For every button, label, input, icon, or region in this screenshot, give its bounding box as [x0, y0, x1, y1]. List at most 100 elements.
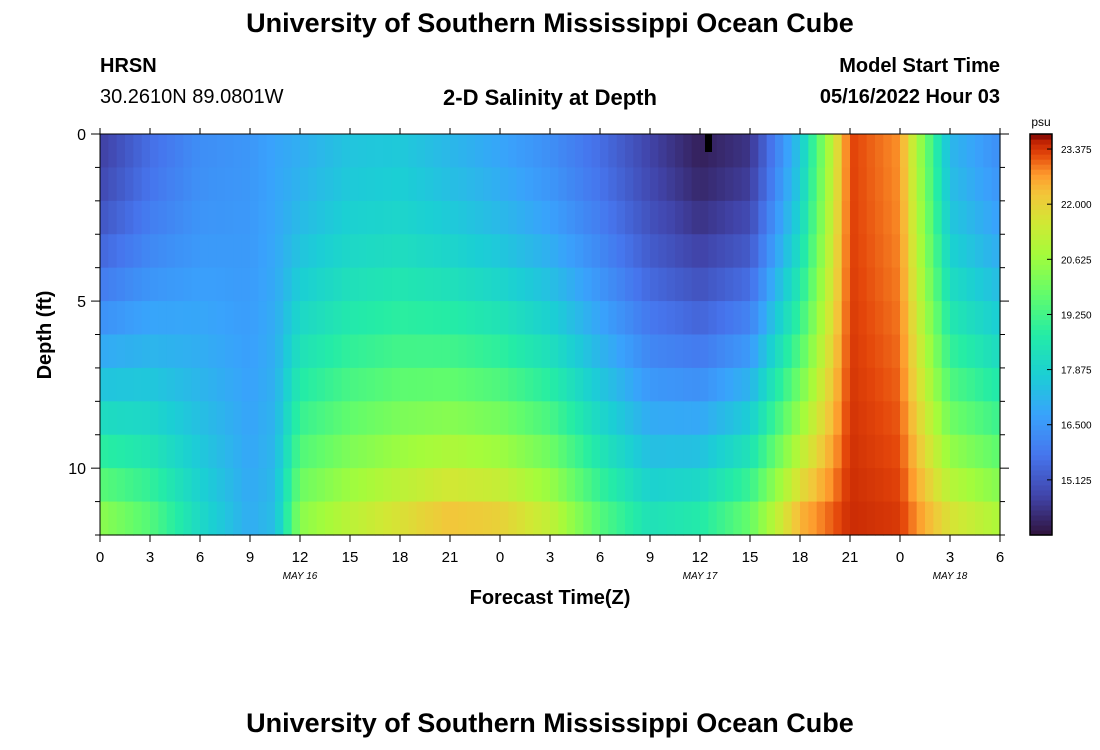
heatmap-cell	[391, 167, 401, 202]
heatmap-cell	[150, 501, 159, 536]
heatmap-cell	[225, 401, 234, 436]
heatmap-cell	[400, 367, 409, 402]
heatmap-cell	[341, 301, 351, 336]
colorbar-segment	[1030, 499, 1052, 506]
heatmap-cell	[441, 401, 451, 436]
heatmap-cell	[966, 501, 976, 536]
heatmap-cell	[308, 234, 318, 269]
heatmap-cell	[891, 134, 901, 169]
heatmap-cell	[841, 468, 851, 503]
heatmap-cell	[900, 434, 909, 469]
heatmap-cell	[258, 334, 268, 369]
heatmap-cell	[816, 434, 826, 469]
heatmap-cell	[766, 468, 776, 503]
heatmap-cell	[975, 167, 984, 202]
heatmap-cell	[866, 267, 876, 302]
heatmap-cell	[491, 468, 501, 503]
colorbar-tick-label: 23.375	[1061, 145, 1092, 156]
heatmap-cell	[483, 234, 493, 269]
heatmap-cell	[883, 334, 893, 369]
heatmap-cell	[733, 501, 743, 536]
heatmap-cell	[716, 267, 726, 302]
heatmap-cell	[275, 267, 284, 302]
heatmap-cell	[791, 167, 801, 202]
heatmap-cell	[141, 200, 151, 235]
heatmap-cell	[733, 334, 743, 369]
heatmap-cell	[958, 434, 968, 469]
heatmap-cell	[275, 367, 284, 402]
heatmap-cell	[558, 434, 568, 469]
heatmap-cell	[158, 267, 168, 302]
heatmap-cell	[258, 267, 268, 302]
heatmap-cell	[183, 367, 193, 402]
heatmap-cell	[816, 334, 826, 369]
heatmap-cell	[433, 234, 443, 269]
colorbar-segment	[1030, 439, 1052, 446]
heatmap-cell	[208, 334, 218, 369]
heatmap-cell	[208, 301, 218, 336]
heatmap-cell	[541, 200, 551, 235]
heatmap-cell	[125, 134, 134, 169]
heatmap-cell	[308, 434, 318, 469]
heatmap-cell	[683, 200, 693, 235]
colorbar-segment	[1030, 394, 1052, 401]
heatmap-cell	[575, 434, 584, 469]
heatmap-cell	[958, 367, 968, 402]
heatmap-cell	[550, 301, 559, 336]
heatmap-cell	[250, 468, 259, 503]
heatmap-cell	[450, 234, 459, 269]
heatmap-cell	[616, 367, 626, 402]
heatmap-cell	[416, 434, 426, 469]
heatmap-cell	[491, 401, 501, 436]
colorbar-segment	[1030, 254, 1052, 260]
heatmap-cell	[341, 200, 351, 235]
heatmap-cell	[208, 200, 218, 235]
heatmap-cell	[116, 401, 126, 436]
heatmap-cell	[158, 468, 168, 503]
heatmap-cell	[341, 367, 351, 402]
heatmap-cell	[725, 468, 734, 503]
heatmap-cell	[325, 167, 334, 202]
heatmap-cell	[783, 234, 793, 269]
heatmap-cell	[658, 468, 668, 503]
heatmap-cell	[383, 468, 393, 503]
heatmap-cell	[375, 200, 384, 235]
heatmap-cell	[233, 200, 243, 235]
heatmap-cell	[658, 301, 668, 336]
heatmap-cell	[941, 301, 951, 336]
heatmap-cell	[316, 267, 326, 302]
heatmap-cell	[558, 167, 568, 202]
heatmap-cell	[233, 134, 243, 169]
heatmap-cell	[300, 501, 309, 536]
heatmap-cell	[933, 234, 943, 269]
heatmap-cell	[525, 334, 534, 369]
heatmap-cell	[966, 301, 976, 336]
heatmap-cell	[100, 334, 109, 369]
heatmap-cell	[608, 301, 618, 336]
heatmap-cell	[425, 334, 434, 369]
heatmap-cell	[216, 434, 226, 469]
heatmap-cell	[983, 468, 993, 503]
colorbar-segment	[1030, 489, 1052, 496]
heatmap-cell	[316, 234, 326, 269]
heatmap-cell	[266, 401, 276, 436]
heatmap-cell	[250, 301, 259, 336]
heatmap-cell	[775, 434, 784, 469]
heatmap-cell	[283, 167, 293, 202]
heatmap-cell	[250, 401, 259, 436]
heatmap-cell	[133, 501, 143, 536]
heatmap-cell	[308, 367, 318, 402]
colorbar-segment	[1030, 164, 1052, 170]
heatmap-cell	[941, 234, 951, 269]
heatmap-cell	[566, 134, 576, 169]
heatmap-cell	[341, 468, 351, 503]
heatmap-cell	[900, 334, 909, 369]
heatmap-cell	[875, 301, 884, 336]
heatmap-cell	[458, 134, 468, 169]
heatmap-cell	[708, 301, 718, 336]
heatmap-cell	[733, 234, 743, 269]
heatmap-cell	[866, 301, 876, 336]
heatmap-cell	[325, 134, 334, 169]
heatmap-cell	[533, 134, 543, 169]
colorbar-segment	[1030, 319, 1052, 326]
